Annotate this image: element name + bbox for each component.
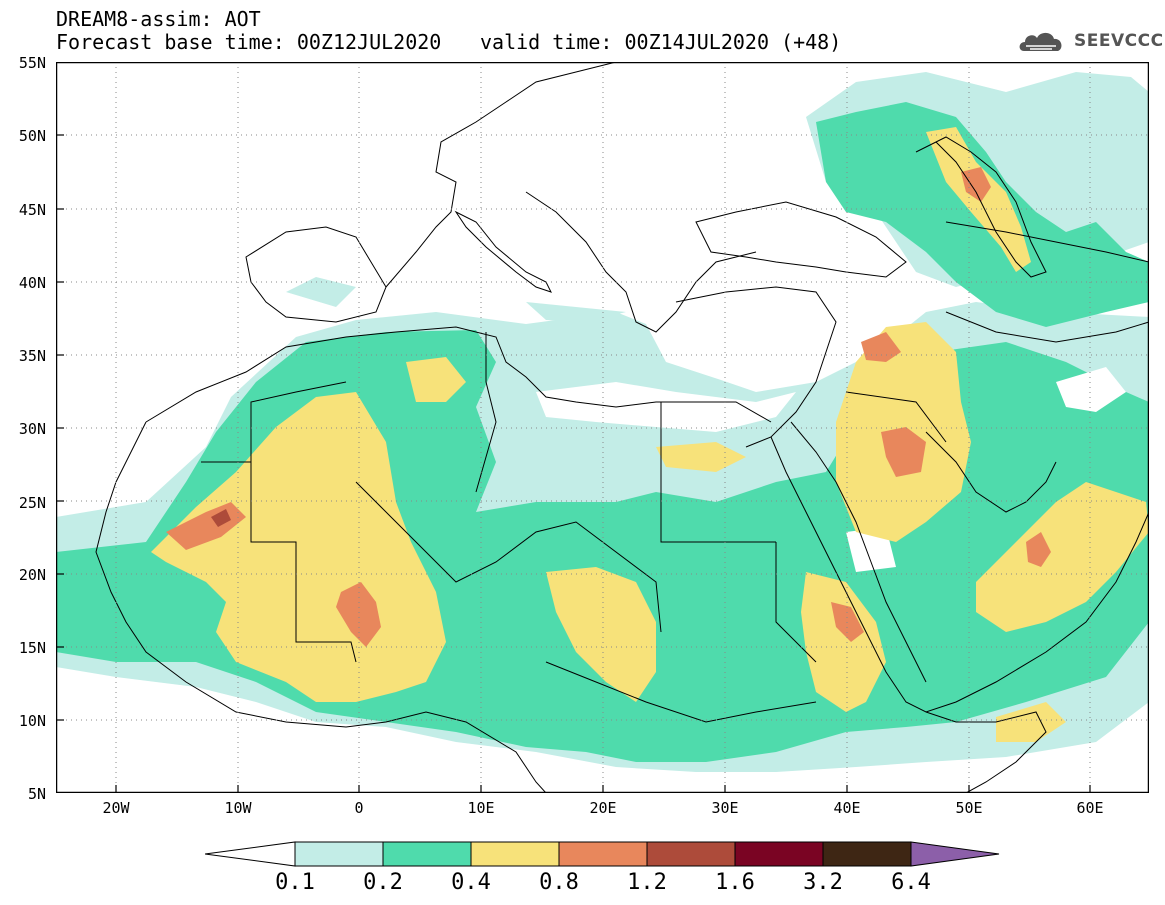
- seevccc-logo: SEEVCCC: [1016, 26, 1164, 56]
- lon-label-30e: 30E: [711, 799, 739, 817]
- colorbar-bin-0.2-0.4: [382, 841, 472, 867]
- colorbar-label: 1.6: [715, 870, 755, 895]
- colorbar: [205, 841, 1000, 867]
- graticule: [56, 62, 1149, 793]
- valid-time: valid time: 00Z14JUL2020 (+48): [480, 30, 842, 54]
- lon-label-50e: 50E: [955, 799, 983, 817]
- lat-label-55n: 55N: [18, 54, 46, 72]
- lat-label-35n: 35N: [18, 347, 46, 365]
- lat-label-5n: 5N: [27, 785, 46, 803]
- logo-text: SEEVCCC: [1074, 31, 1164, 51]
- lat-label-20n: 20N: [18, 566, 46, 584]
- lat-label-15n: 15N: [18, 639, 46, 657]
- colorbar-lower-extension: [205, 841, 296, 867]
- lat-label-45n: 45N: [18, 201, 46, 219]
- colorbar-bin-0.1-0.2: [294, 841, 384, 867]
- colorbar-bin-0.8-1.2: [558, 841, 648, 867]
- coastlines: [95, 62, 1149, 793]
- lat-label-25n: 25N: [18, 494, 46, 512]
- colorbar-bin-0.4-0.8: [470, 841, 560, 867]
- lon-label-10w: 10W: [224, 799, 252, 817]
- aot-map: [56, 62, 1149, 793]
- aot-contour-1.2: [211, 509, 231, 527]
- colorbar-upper-extension: [910, 841, 1000, 867]
- lon-label-60e: 60E: [1076, 799, 1104, 817]
- colorbar-bin-1.2-1.6: [646, 841, 736, 867]
- lon-label-20w: 20W: [102, 799, 130, 817]
- lat-label-10n: 10N: [18, 712, 46, 730]
- lat-label-50n: 50N: [18, 127, 46, 145]
- colorbar-label: 6.4: [891, 870, 931, 895]
- lon-label-0: 0: [354, 799, 364, 817]
- axis-ticks: [56, 62, 1091, 793]
- cloud-icon: [1019, 32, 1062, 51]
- lon-label-20e: 20E: [589, 799, 617, 817]
- colorbar-label: 0.1: [275, 870, 315, 895]
- colorbar-label: 3.2: [803, 870, 843, 895]
- colorbar-bin-3.2-6.4: [822, 841, 912, 867]
- lon-label-40e: 40E: [833, 799, 861, 817]
- lat-label-40n: 40N: [18, 274, 46, 292]
- aot-contour-0.4: [151, 127, 1149, 742]
- colorbar-label: 0.8: [539, 870, 579, 895]
- chart-title: DREAM8-assim: AOT: [56, 7, 261, 31]
- lon-label-10e: 10E: [467, 799, 495, 817]
- colorbar-label: 0.4: [451, 870, 491, 895]
- lat-label-30n: 30N: [18, 420, 46, 438]
- colorbar-label: 0.2: [363, 870, 403, 895]
- forecast-base-time: Forecast base time: 00Z12JUL2020: [56, 30, 442, 54]
- colorbar-bin-1.6-3.2: [734, 841, 824, 867]
- colorbar-label: 1.2: [627, 870, 667, 895]
